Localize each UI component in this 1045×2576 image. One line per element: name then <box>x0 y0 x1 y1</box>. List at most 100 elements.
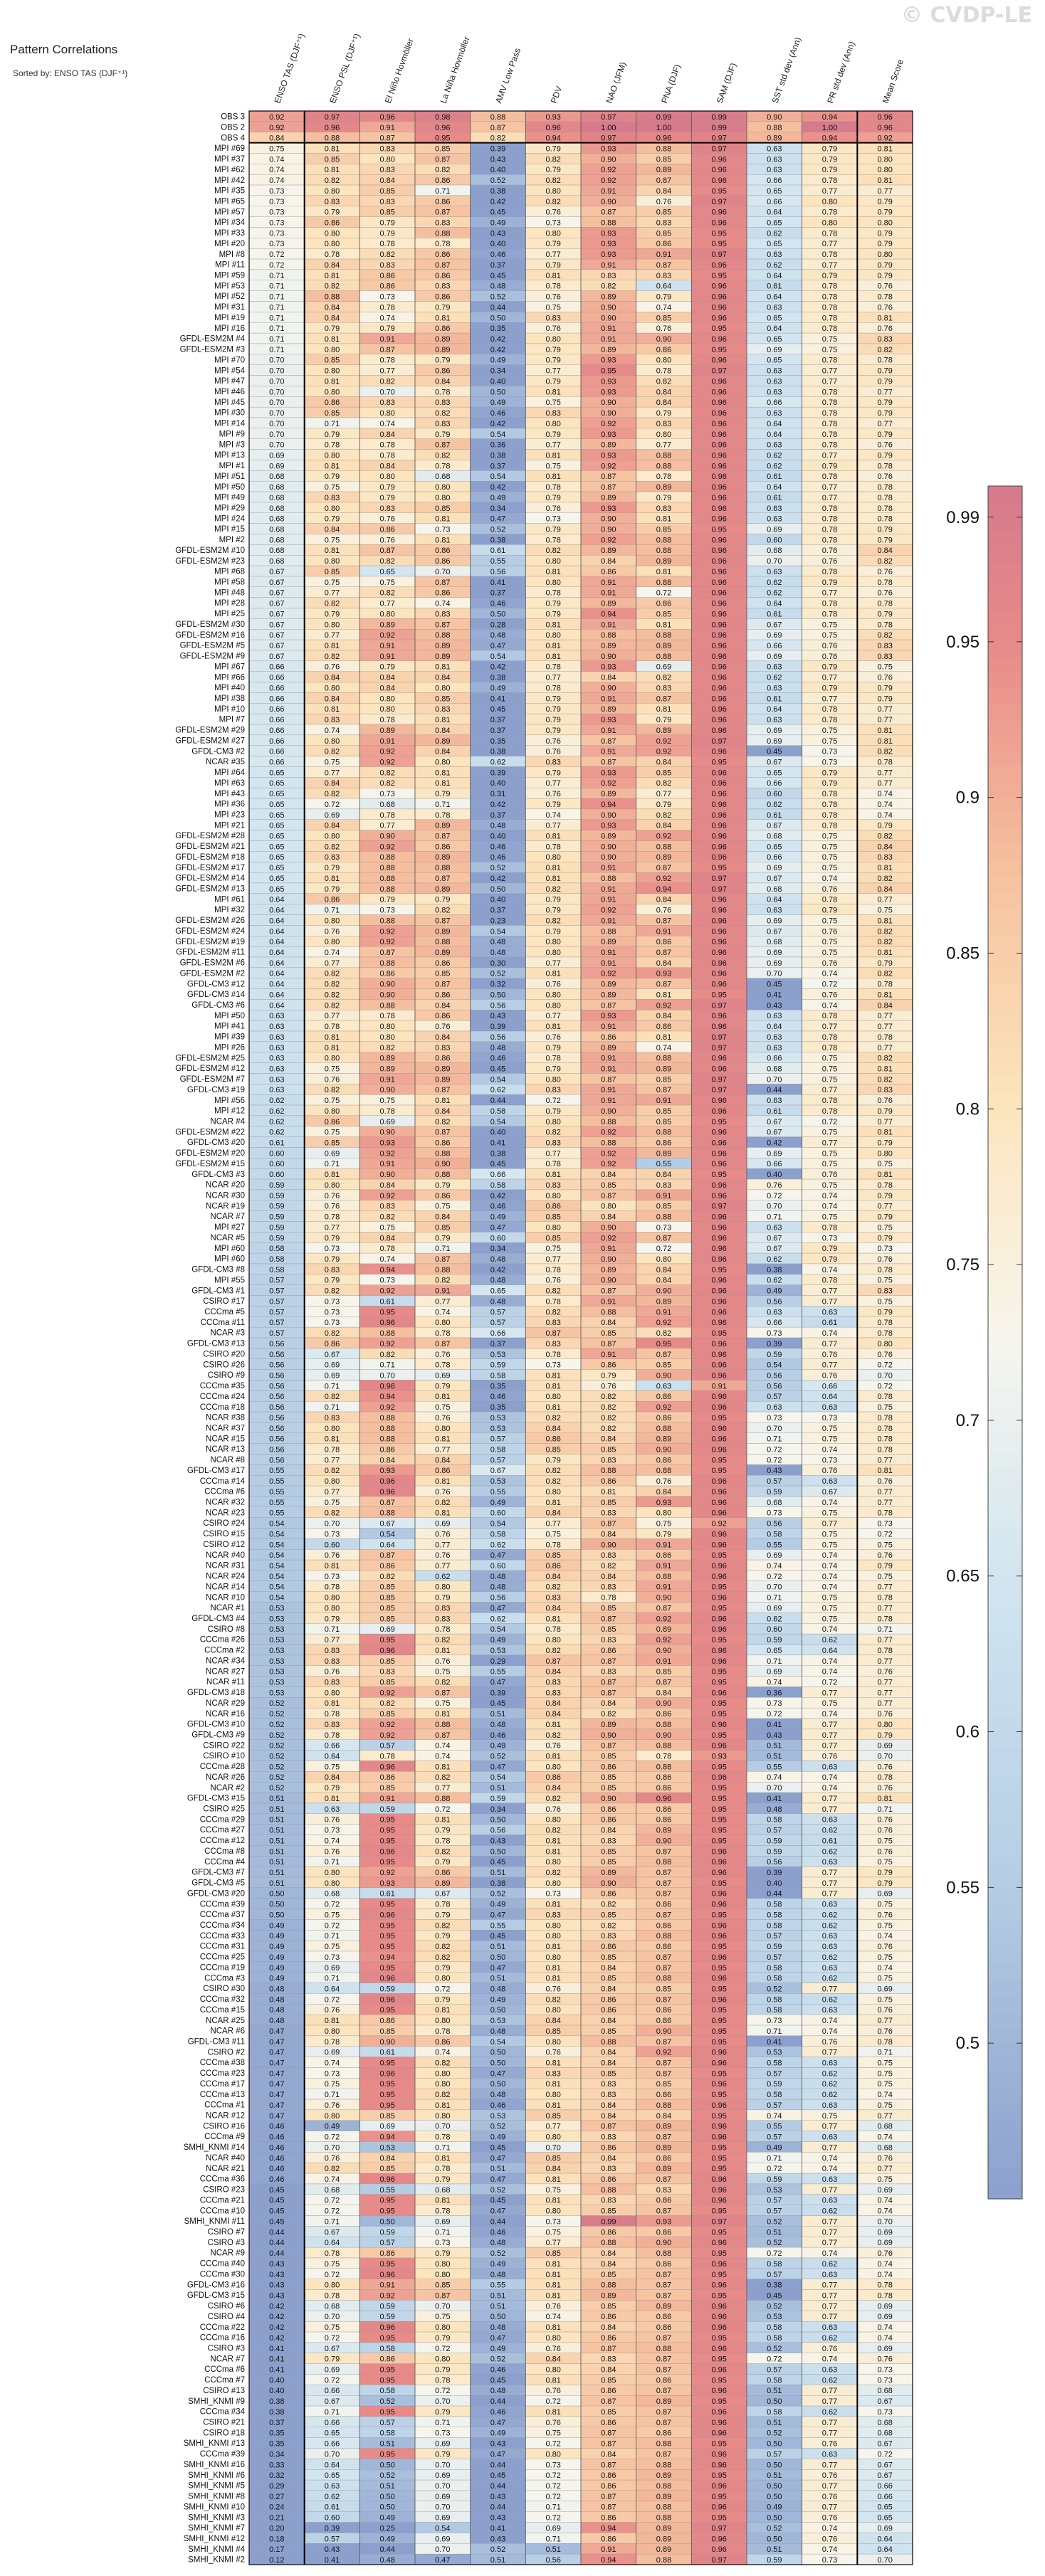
cell-value: 0.84 <box>325 261 340 270</box>
cell-value: 0.93 <box>601 822 616 830</box>
row-label: CSIRO #22 <box>203 1741 245 1750</box>
cell-value: 0.95 <box>711 1414 726 1422</box>
cell-value: 0.93 <box>601 1012 616 1020</box>
cell-value: 0.76 <box>325 2154 340 2163</box>
cell-value: 0.78 <box>545 536 560 544</box>
cell-value: 0.50 <box>269 1901 284 1909</box>
cell-value: 0.75 <box>325 483 340 492</box>
cell-value: 0.80 <box>545 949 560 957</box>
cell-value: 0.85 <box>379 2165 394 2173</box>
cell-value: 0.79 <box>877 367 892 376</box>
row-label: GFDL-CM3 #15 <box>187 1795 245 1803</box>
cvdp-watermark: © CVDP-LE <box>900 3 1032 28</box>
cell-value: 0.83 <box>656 272 671 280</box>
cell-value: 0.70 <box>435 2123 450 2131</box>
cell-value: 0.65 <box>269 769 284 777</box>
cell-value: 0.79 <box>822 166 837 174</box>
cell-value: 0.37 <box>490 811 505 820</box>
cell-value: 0.70 <box>269 398 284 407</box>
row-label: MPI #55 <box>214 1276 245 1284</box>
row-label: MPI #37 <box>214 155 245 164</box>
row-label: NCAR #10 <box>206 1593 245 1602</box>
cell-value: 0.86 <box>435 1467 450 1475</box>
cell-value: 0.78 <box>822 229 837 238</box>
cell-value: 0.89 <box>656 2143 671 2152</box>
cell-value: 0.63 <box>269 1075 284 1084</box>
cell-value: 0.95 <box>711 2091 726 2099</box>
cell-value: 0.73 <box>877 1520 892 1529</box>
cell-value: 0.63 <box>767 367 782 376</box>
row-label: MPI #43 <box>214 790 245 798</box>
cell-value: 0.97 <box>711 250 726 259</box>
cell-value: 0.96 <box>711 1361 726 1370</box>
cell-value: 0.77 <box>877 388 892 396</box>
cell-value: 0.76 <box>822 1351 837 1359</box>
cell-value: 0.92 <box>379 631 394 640</box>
cell-value: 0.71 <box>269 283 284 291</box>
cell-value: 0.63 <box>767 250 782 259</box>
cell-value: 0.38 <box>490 674 505 682</box>
cell-value: 0.83 <box>325 1647 340 1655</box>
cell-value: 0.47 <box>269 2049 284 2057</box>
cell-value: 0.78 <box>545 1266 560 1274</box>
cell-value: 0.73 <box>269 240 284 248</box>
cell-value: 0.59 <box>490 1795 505 1803</box>
cell-value: 0.82 <box>545 885 560 894</box>
row-label: GFDL-CM3 #19 <box>187 1086 245 1094</box>
cell-value: 0.80 <box>877 250 892 259</box>
cell-value: 0.87 <box>379 134 394 143</box>
cell-value: 0.78 <box>877 494 892 502</box>
cell-value: 0.63 <box>269 1033 284 1042</box>
cell-value: 0.45 <box>490 208 505 217</box>
cell-value: 0.85 <box>656 1107 671 1116</box>
row-label: GFDL-CM3 #11 <box>188 2037 245 2046</box>
cell-value: 0.82 <box>325 1086 340 1094</box>
cell-value: 0.89 <box>601 938 616 946</box>
cell-value: 0.80 <box>435 1583 450 1592</box>
cell-value: 0.96 <box>379 1847 394 1856</box>
cell-value: 0.82 <box>435 1277 450 1285</box>
cell-value: 0.82 <box>545 1869 560 1877</box>
cell-value: 0.96 <box>711 949 726 957</box>
cell-value: 0.81 <box>435 1097 450 1105</box>
cell-value: 0.82 <box>435 451 450 460</box>
cell-value: 0.90 <box>379 1171 394 1179</box>
cell-value: 0.83 <box>325 1721 340 1729</box>
row-label: CSIRO #23 <box>203 2186 245 2195</box>
cell-value: 0.82 <box>656 377 671 386</box>
cell-value: 0.95 <box>711 2165 726 2173</box>
cell-value: 0.80 <box>545 187 560 196</box>
cell-value: 0.96 <box>711 483 726 492</box>
row-label: CCCma #36 <box>200 2175 245 2184</box>
cell-value: 0.43 <box>767 1001 782 1010</box>
cell-value: 0.76 <box>877 283 892 291</box>
cell-value: 0.78 <box>545 283 560 291</box>
cell-value: 0.70 <box>767 1203 782 1211</box>
cell-value: 0.81 <box>545 970 560 978</box>
cell-value: 0.63 <box>767 441 782 450</box>
cell-value: 0.88 <box>656 1425 671 1433</box>
cell-value: 0.89 <box>435 642 450 650</box>
cell-value: 0.54 <box>269 1562 284 1571</box>
cell-value: 0.69 <box>767 1149 782 1158</box>
cell-value: 0.58 <box>490 1371 505 1380</box>
cell-value: 0.66 <box>269 695 284 703</box>
cell-value: 0.79 <box>325 515 340 524</box>
cell-value: 0.56 <box>269 1340 284 1348</box>
cell-value: 0.96 <box>711 388 726 396</box>
row-label: MPI #33 <box>214 229 245 238</box>
cell-value: 0.96 <box>877 124 892 132</box>
cell-value: 0.30 <box>490 959 505 968</box>
cell-value: 0.91 <box>601 1351 616 1359</box>
cell-value: 0.80 <box>545 1488 560 1496</box>
cell-value: 0.93 <box>601 240 616 248</box>
cell-value: 0.78 <box>822 536 837 544</box>
cell-value: 0.83 <box>435 1615 450 1623</box>
cell-value: 0.78 <box>379 811 394 820</box>
cell-value: 0.53 <box>490 2112 505 2121</box>
cell-value: 0.96 <box>711 1953 726 1962</box>
cell-value: 0.75 <box>877 1858 892 1867</box>
row-label: GFDL-CM3 #12 <box>187 980 245 988</box>
cell-value: 0.75 <box>822 1541 837 1549</box>
cell-value: 0.96 <box>711 674 726 682</box>
